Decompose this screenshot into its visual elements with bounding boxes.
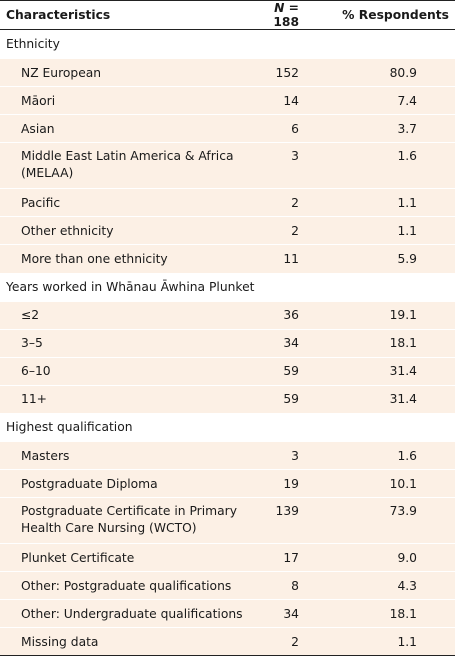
row-percent: 4.3 [325,571,455,600]
row-count: 14 [255,86,325,115]
table-row: Pacific 2 1.1 [0,188,455,217]
row-count: 34 [255,328,325,357]
row-label: 11+ [0,384,255,413]
row-percent: 31.4 [325,356,455,385]
table-row: Other ethnicity 2 1.1 [0,216,455,245]
row-label: ≤2 [0,300,255,329]
row-count: 3 [255,142,325,189]
table-row: Asian 6 3.7 [0,114,455,143]
header-percent: % Respondents [342,8,449,22]
row-label: NZ European [0,58,255,87]
row-percent: 3.7 [325,114,455,143]
row-label: Other: Undergraduate qualifications [0,599,255,628]
row-count: 6 [255,114,325,143]
table-row: Middle East Latin America & Africa (MELA… [0,142,455,189]
row-percent: 18.1 [325,599,455,628]
table-row: Other: Undergraduate qualifications 34 18.… [0,599,455,628]
row-count: 59 [255,384,325,413]
section-title: Years worked in Whānau Āwhina Plunket [6,279,255,294]
table-row: 3–5 34 18.1 [0,328,455,357]
row-label: Postgraduate Certificate in Primary Heal… [0,497,255,544]
table-row: ≤2 36 19.1 [0,300,455,329]
table-row: 6–10 59 31.4 [0,356,455,385]
row-percent: 1.6 [325,142,455,189]
table-header-row: Characteristics N = 188 % Respondents [0,0,455,30]
row-label: Masters [0,441,255,470]
row-count: 17 [255,543,325,572]
row-label: Plunket Certificate [0,543,255,572]
row-percent: 1.1 [325,188,455,217]
row-label: Māori [0,86,255,115]
row-label: Other ethnicity [0,216,255,245]
row-count: 139 [255,497,325,544]
header-n-symbol: N [274,1,285,15]
section-title: Ethnicity [6,37,60,51]
row-label: 6–10 [0,356,255,385]
row-label: 3–5 [0,328,255,357]
header-n-value: = 188 [273,1,299,29]
row-count: 152 [255,58,325,87]
table-row: Missing data 2 1.1 [0,627,455,656]
table-row: Postgraduate Certificate in Primary Heal… [0,497,455,544]
row-percent: 10.1 [325,469,455,498]
row-count: 2 [255,188,325,217]
row-percent: 1.6 [325,441,455,470]
table-row: Plunket Certificate 17 9.0 [0,543,455,572]
row-label: Pacific [0,188,255,217]
table-row: Postgraduate Diploma 19 10.1 [0,469,455,498]
row-percent: 80.9 [325,58,455,87]
row-percent: 7.4 [325,86,455,115]
row-percent: 18.1 [325,328,455,357]
row-percent: 1.1 [325,216,455,245]
row-count: 11 [255,244,325,273]
row-percent: 9.0 [325,543,455,572]
table-row: More than one ethnicity 11 5.9 [0,244,455,273]
table-row: Other: Postgraduate qualifications 8 4.3 [0,571,455,600]
row-label: Postgraduate Diploma [0,469,255,498]
row-count: 36 [255,300,325,329]
table-row: NZ European 152 80.9 [0,58,455,87]
row-percent: 19.1 [325,300,455,329]
row-label: Missing data [0,627,255,656]
row-percent: 1.1 [325,627,455,656]
header-n: N = 188 [255,1,325,30]
section-header-row: Years worked in Whānau Āwhina Plunket [0,273,455,302]
section-header-row: Highest qualification [0,413,455,442]
table-row: 11+ 59 31.4 [0,384,455,413]
row-count: 8 [255,571,325,600]
row-count: 2 [255,627,325,656]
section-header-row: Ethnicity [0,30,455,59]
row-count: 34 [255,599,325,628]
row-percent: 31.4 [325,384,455,413]
row-count: 19 [255,469,325,498]
table-body: Ethnicity NZ European 152 80.9 Māori 14 7.4 Asi… [0,30,455,656]
row-label: Asian [0,114,255,143]
header-characteristics: Characteristics [6,8,111,22]
row-percent: 5.9 [325,244,455,273]
section-title: Highest qualification [6,420,133,434]
row-percent: 73.9 [325,497,455,544]
row-label: Other: Postgraduate qualifications [0,571,255,600]
row-label: Middle East Latin America & Africa (MELA… [0,142,255,189]
table-row: Māori 14 7.4 [0,86,455,115]
row-count: 2 [255,216,325,245]
row-label: More than one ethnicity [0,244,255,273]
row-count: 3 [255,441,325,470]
row-count: 59 [255,356,325,385]
table-row: Masters 3 1.6 [0,441,455,470]
